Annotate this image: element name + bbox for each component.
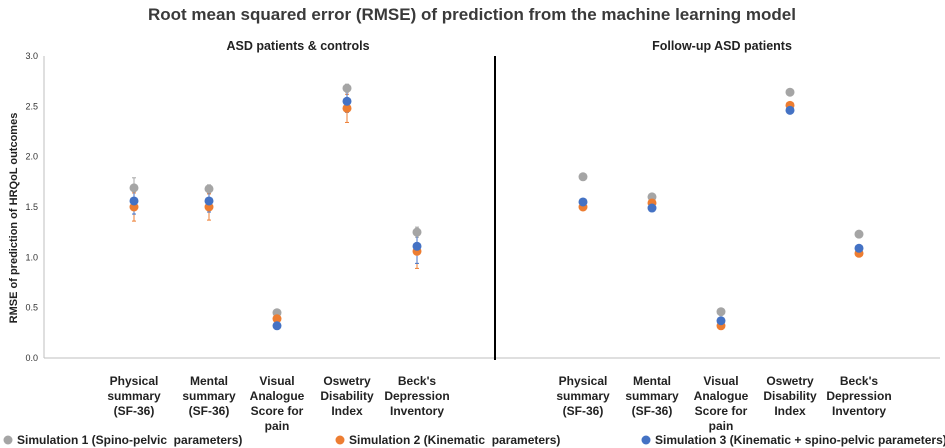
category-label: Mental summary (SF-36)	[625, 374, 679, 418]
data-point	[578, 172, 588, 182]
data-point	[716, 316, 726, 326]
legend-marker	[335, 435, 345, 445]
y-tick-label: 0.5	[25, 303, 38, 313]
y-tick-label: 1.0	[25, 252, 38, 262]
data-point	[272, 321, 282, 331]
y-tick-label: 3.0	[25, 51, 38, 61]
y-tick-label: 0.0	[25, 353, 38, 363]
y-tick-label: 1.5	[25, 202, 38, 212]
data-point	[129, 196, 139, 206]
category-label: Beck's Depression Inventory	[826, 374, 891, 418]
data-point	[204, 196, 214, 206]
y-axis-label: RMSE of prediction of HRQoL outcomes	[8, 113, 20, 324]
category-label: Beck's Depression Inventory	[384, 374, 449, 418]
data-point	[854, 243, 864, 253]
panel-title-left: ASD patients & controls	[226, 39, 369, 53]
panel-title-right: Follow-up ASD patients	[652, 39, 792, 53]
data-point	[578, 197, 588, 207]
data-point	[342, 103, 352, 113]
legend-marker	[641, 435, 651, 445]
data-point	[412, 241, 422, 251]
category-label: Visual Analogue Score for pain	[250, 374, 305, 433]
legend-label: Simulation 3 (Kinematic + spino-pelvic p…	[655, 433, 945, 447]
category-label: Oswetry Disability Index	[763, 374, 817, 418]
data-point	[785, 87, 795, 97]
category-label: Physical summary (SF-36)	[556, 374, 610, 418]
data-points	[129, 83, 864, 331]
data-point	[342, 96, 352, 106]
data-point	[129, 183, 139, 193]
y-ticks: 0.0 0.5 1.0 1.5 2.0 2.5 3.0	[25, 51, 38, 363]
category-label: Physical summary (SF-36)	[107, 374, 161, 418]
data-point	[272, 314, 282, 324]
chart-title: Root mean squared error (RMSE) of predic…	[148, 5, 796, 24]
y-tick-label: 2.5	[25, 101, 38, 111]
data-point	[342, 83, 352, 93]
data-point	[854, 229, 864, 239]
data-point	[647, 203, 657, 213]
category-label: Visual Analogue Score for pain	[694, 374, 749, 433]
category-label: Mental summary (SF-36)	[182, 374, 236, 418]
legend-label: Simulation 2 (Kinematic parameters)	[349, 433, 560, 447]
data-point	[412, 227, 422, 237]
legend: Simulation 1 (Spino-pelvic parameters) Si…	[3, 433, 945, 447]
category-labels: Physical summary (SF-36) Mental summary (SF-3…	[107, 374, 891, 433]
data-point	[204, 184, 214, 194]
y-tick-label: 2.0	[25, 152, 38, 162]
category-label: Oswetry Disability Index	[320, 374, 374, 418]
data-point	[785, 105, 795, 115]
legend-marker	[3, 435, 13, 445]
data-point	[716, 307, 726, 317]
legend-label: Simulation 1 (Spino-pelvic parameters)	[17, 433, 242, 447]
